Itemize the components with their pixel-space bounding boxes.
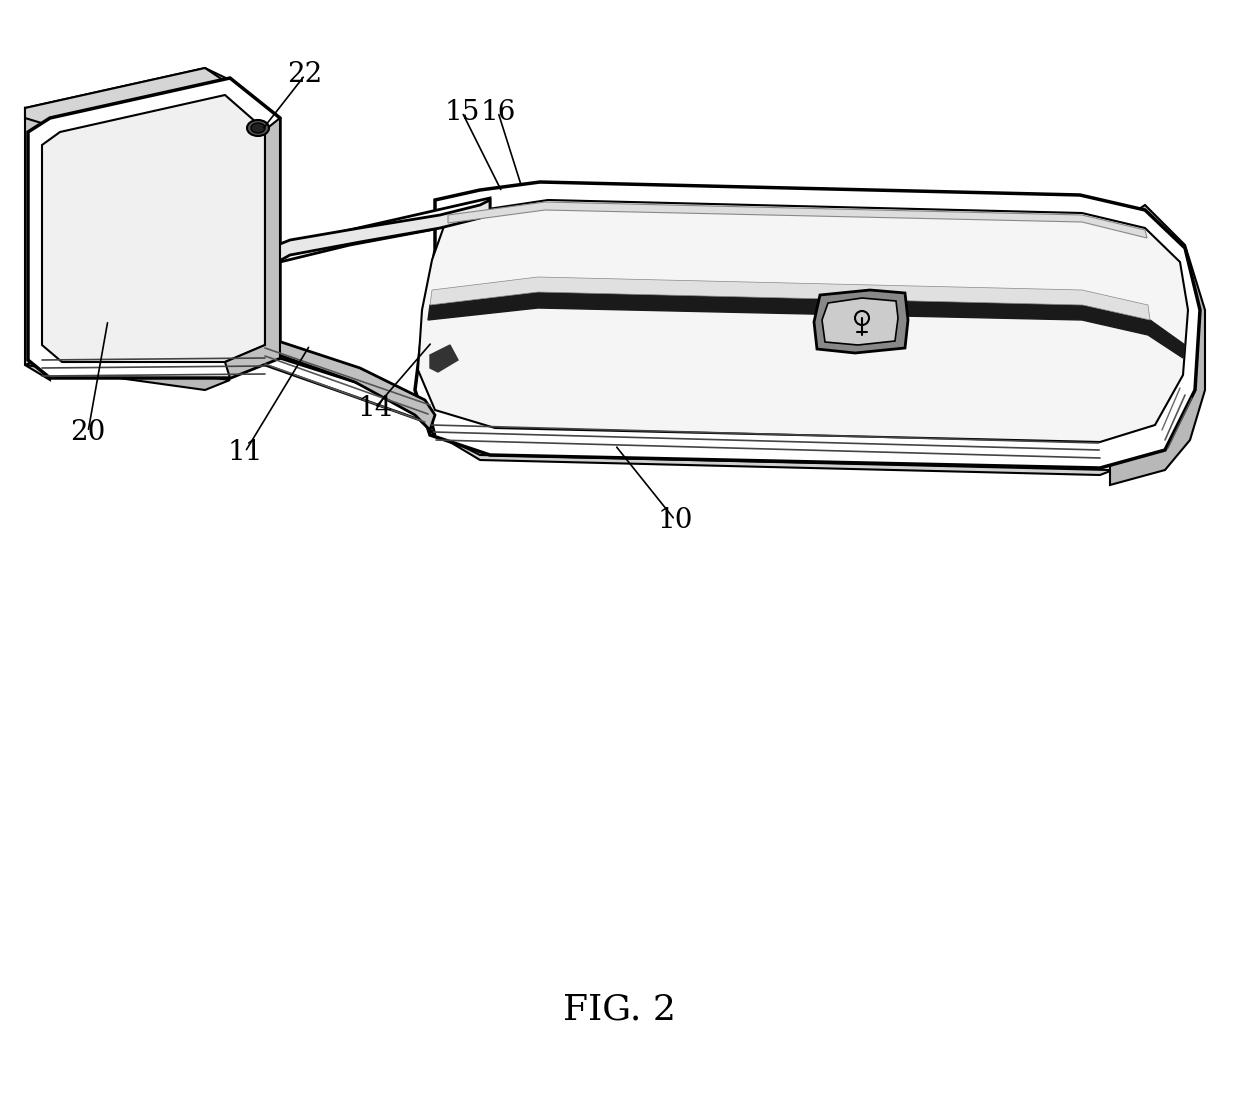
Text: 15: 15: [445, 99, 479, 126]
Polygon shape: [28, 78, 280, 378]
Polygon shape: [449, 202, 1147, 238]
Text: 16: 16: [481, 99, 515, 126]
Polygon shape: [25, 109, 50, 380]
Text: 20: 20: [71, 419, 105, 445]
Polygon shape: [430, 277, 1150, 320]
Polygon shape: [258, 330, 435, 430]
Polygon shape: [25, 68, 280, 130]
Polygon shape: [430, 420, 1189, 475]
Text: 10: 10: [657, 506, 693, 534]
Polygon shape: [418, 199, 1188, 442]
Polygon shape: [42, 95, 265, 362]
Polygon shape: [427, 292, 1184, 358]
Text: FIG. 2: FIG. 2: [563, 993, 676, 1027]
Polygon shape: [25, 68, 230, 118]
Ellipse shape: [252, 123, 265, 133]
Polygon shape: [255, 198, 489, 435]
Polygon shape: [1110, 205, 1206, 486]
Text: 22: 22: [287, 61, 322, 89]
Polygon shape: [814, 290, 908, 353]
Text: 14: 14: [357, 395, 393, 422]
Polygon shape: [415, 182, 1201, 468]
Polygon shape: [225, 118, 280, 378]
Polygon shape: [821, 298, 898, 345]
Polygon shape: [25, 355, 230, 390]
Polygon shape: [270, 199, 489, 265]
Ellipse shape: [247, 119, 269, 136]
Polygon shape: [430, 345, 458, 372]
Text: 11: 11: [227, 438, 263, 466]
